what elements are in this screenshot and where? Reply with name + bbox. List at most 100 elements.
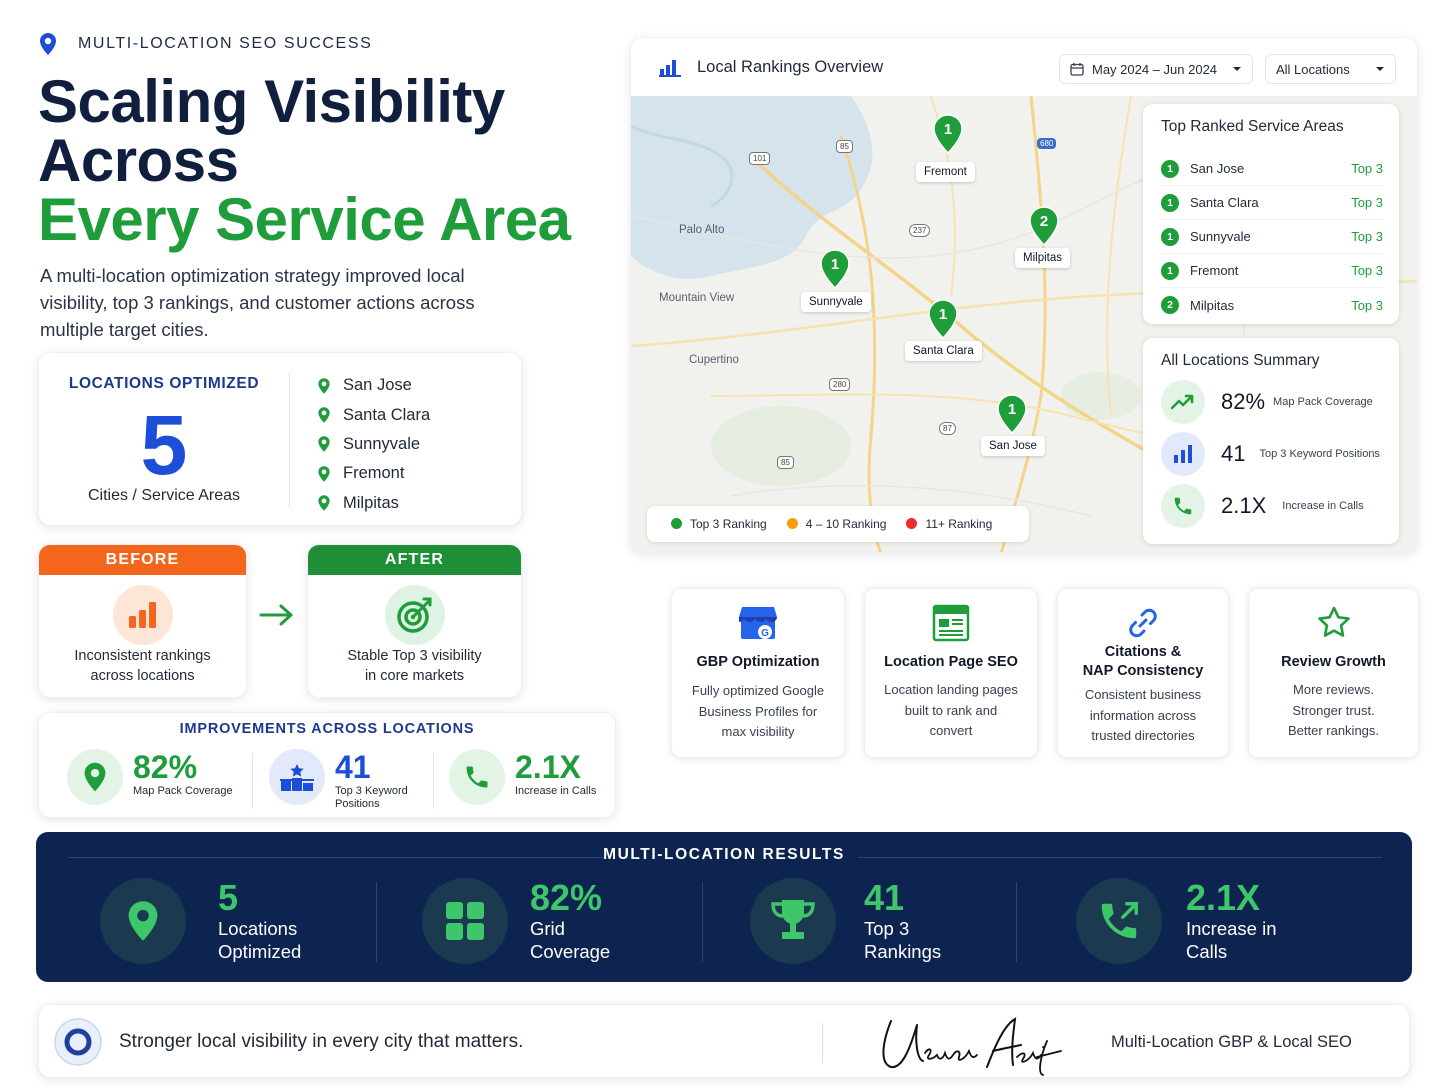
trending-up-icon	[1161, 380, 1205, 424]
star-icon	[1312, 601, 1356, 645]
improvement-label: Top 3 Keyword	[335, 785, 408, 797]
divider	[702, 882, 703, 962]
feature-title-line: Citations &	[1104, 644, 1182, 660]
pin-city-chip: Fremont	[916, 162, 975, 182]
location-filter-value: All Locations	[1276, 61, 1350, 77]
location-pin-icon	[40, 33, 56, 55]
city-name: Milpitas	[343, 493, 399, 512]
trophy-icon	[750, 878, 836, 964]
map-pin-icon[interactable]: 1	[820, 249, 850, 289]
target-ring-icon	[54, 1018, 102, 1066]
result-item: 2.1X Increase in Calls	[1076, 878, 1277, 964]
caret-down-icon	[1376, 67, 1384, 71]
result-item: 82% Grid Coverage	[422, 878, 610, 964]
locations-eyebrow: LOCATIONS OPTIMIZED	[68, 375, 260, 392]
divider	[822, 1023, 823, 1063]
before-text-line: Inconsistent rankings	[74, 648, 211, 664]
pin-rank: 1	[1008, 401, 1016, 418]
top-ranked-panel: Top Ranked Service Areas 1 San Jose Top …	[1143, 104, 1399, 324]
rank-tier: Top 3	[1351, 263, 1383, 278]
highway-shield: 85	[836, 140, 853, 153]
phone-icon	[1161, 484, 1205, 528]
feature-desc-line: Better rankings.	[1287, 723, 1380, 738]
feature-desc-line: built to rank and	[904, 702, 998, 718]
result-label: Rankings	[864, 941, 942, 962]
city-item: San Jose	[317, 371, 430, 400]
rank-city: San Jose	[1190, 161, 1245, 176]
phone-call-icon	[1076, 878, 1162, 964]
eyebrow-text: MULTI-LOCATION SEO SUCCESS	[78, 35, 373, 52]
rank-row[interactable]: 1 Fremont Top 3	[1161, 254, 1383, 288]
summary-label: Top 3 Keyword Positions	[1259, 448, 1380, 460]
dashboard-header: Local Rankings Overview May 2024 – Jun 2…	[631, 38, 1417, 96]
highway-shield: 280	[829, 378, 851, 391]
city-name: Sunnyvale	[343, 434, 421, 453]
feature-desc-line: convert	[929, 723, 973, 738]
locations-card: LOCATIONS OPTIMIZED 5 Cities / Service A…	[38, 352, 522, 526]
map-pin-icon[interactable]: 1	[997, 394, 1027, 434]
after-text-line: Stable Top 3 visibility	[347, 648, 482, 664]
rank-number: 1	[1161, 227, 1179, 246]
improvement-value: 2.1X	[515, 749, 581, 785]
location-filter-dropdown[interactable]: All Locations	[1265, 54, 1396, 84]
rank-row[interactable]: 1 Sunnyvale Top 3	[1161, 220, 1383, 254]
result-label: Top 3	[864, 918, 910, 939]
link-icon	[1121, 601, 1165, 645]
summary-panel: All Locations Summary 82% Map Pack Cover…	[1143, 338, 1399, 544]
result-value: 41	[864, 877, 905, 918]
summary-label: Increase in Calls	[1282, 500, 1364, 512]
map-pin-icon[interactable]: 1	[928, 299, 958, 339]
result-value: 82%	[530, 877, 603, 918]
signature-icon	[882, 1017, 1062, 1076]
rank-tier: Top 3	[1351, 297, 1383, 313]
feature-desc-line: Consistent business	[1084, 687, 1202, 702]
result-label: Coverage	[530, 941, 611, 962]
rankings-dashboard: Local Rankings Overview May 2024 – Jun 2…	[630, 37, 1418, 553]
rank-city: Milpitas	[1190, 297, 1235, 313]
legend-dot-red	[906, 518, 918, 529]
date-range-dropdown[interactable]: May 2024 – Jun 2024	[1059, 54, 1253, 84]
improvement-item: 82% Map Pack Coverage	[67, 749, 233, 805]
summary-row: 2.1X Increase in Calls	[1161, 484, 1383, 528]
divider	[433, 753, 434, 809]
rank-tier: Top 3	[1351, 195, 1383, 210]
locations-count: 5	[140, 398, 188, 492]
after-text-line: in core markets	[364, 667, 465, 684]
result-label: Calls	[1186, 941, 1228, 962]
dashboard-title: Local Rankings Overview	[697, 58, 884, 76]
map-pin-icon[interactable]: 2	[1029, 206, 1059, 246]
feature-title: Citations & NAP Consistency	[1058, 643, 1228, 681]
map-pin-icon[interactable]: 1	[933, 114, 963, 154]
feature-desc-line: max visibility	[721, 724, 795, 739]
bar-chart-icon	[659, 60, 681, 77]
rank-row[interactable]: 1 San Jose Top 3	[1161, 152, 1383, 186]
rank-row[interactable]: 2 Milpitas Top 3	[1161, 288, 1383, 322]
divider	[858, 857, 1382, 858]
city-item: Sunnyvale	[317, 430, 430, 459]
podium-icon	[269, 749, 325, 805]
pin-rank: 2	[1040, 213, 1048, 230]
city-item: Milpitas	[317, 489, 430, 518]
map-view[interactable]: Palo Alto Mountain View Cupertino 101 85…	[631, 96, 1417, 552]
rank-number: 1	[1161, 193, 1179, 212]
summary-value: 41	[1221, 441, 1246, 466]
results-title: MULTI-LOCATION RESULTS	[603, 846, 845, 863]
location-pin-icon	[67, 749, 123, 805]
arrow-right-icon	[259, 604, 293, 626]
rank-row[interactable]: 1 Santa Clara Top 3	[1161, 186, 1383, 220]
legend-item: 11+ Ranking	[906, 517, 992, 531]
title-line: Across	[38, 127, 239, 194]
map-city-label: Palo Alto	[679, 224, 725, 236]
caret-down-icon	[1233, 67, 1241, 71]
city-item: Santa Clara	[317, 400, 430, 429]
rank-city: Fremont	[1190, 263, 1239, 278]
location-pin-icon	[318, 495, 330, 511]
after-label: AFTER	[308, 545, 521, 575]
summary-label: Map Pack Coverage	[1273, 396, 1373, 408]
result-label: Increase in	[1186, 918, 1277, 939]
highway-shield: 237	[909, 224, 931, 237]
summary-row: 82% Map Pack Coverage	[1161, 380, 1383, 424]
before-text-line: across locations	[90, 667, 195, 684]
highway-shield: 85	[777, 456, 794, 469]
webpage-icon	[929, 601, 973, 645]
